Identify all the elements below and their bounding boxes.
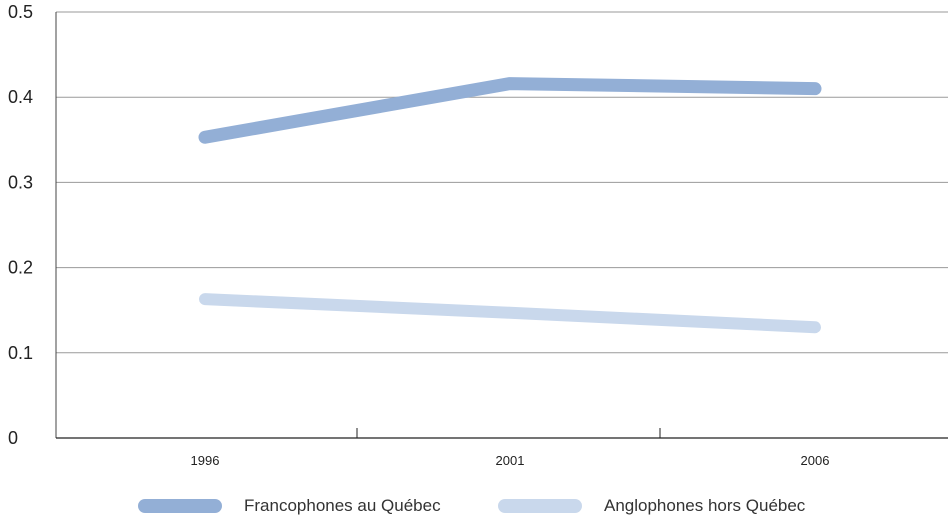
y-tick-label: 0.3 [8,172,33,192]
series-line-francophones [198,77,822,144]
y-tick-label: 0.2 [8,258,33,278]
y-tick-label: 0 [8,428,18,448]
legend-item-anglophones: Anglophones hors Québec [498,496,805,516]
y-axis: 0 0.1 0.2 0.3 0.4 0.5 [8,2,57,448]
x-tick-label: 2001 [496,453,525,468]
x-axis: 1996 2001 2006 [56,428,948,468]
series-lines [198,77,822,334]
legend-label-francophones: Francophones au Québec [244,496,441,515]
gridlines [56,11,948,354]
series-line-anglophones [199,293,821,334]
line-chart: 0 0.1 0.2 0.3 0.4 0.5 1996 2001 2006 [8,2,948,468]
legend: Francophones au Québec Anglophones hors … [0,496,948,518]
y-tick-label: 0.4 [8,87,33,107]
legend-swatch-anglophones [498,499,582,513]
y-tick-label: 0.1 [8,343,33,363]
x-tick-label: 2006 [801,453,830,468]
x-tick-label: 1996 [191,453,220,468]
y-tick-label: 0.5 [8,2,33,22]
legend-swatch-francophones [138,499,222,513]
legend-item-francophones: Francophones au Québec [138,496,441,516]
legend-label-anglophones: Anglophones hors Québec [604,496,806,515]
